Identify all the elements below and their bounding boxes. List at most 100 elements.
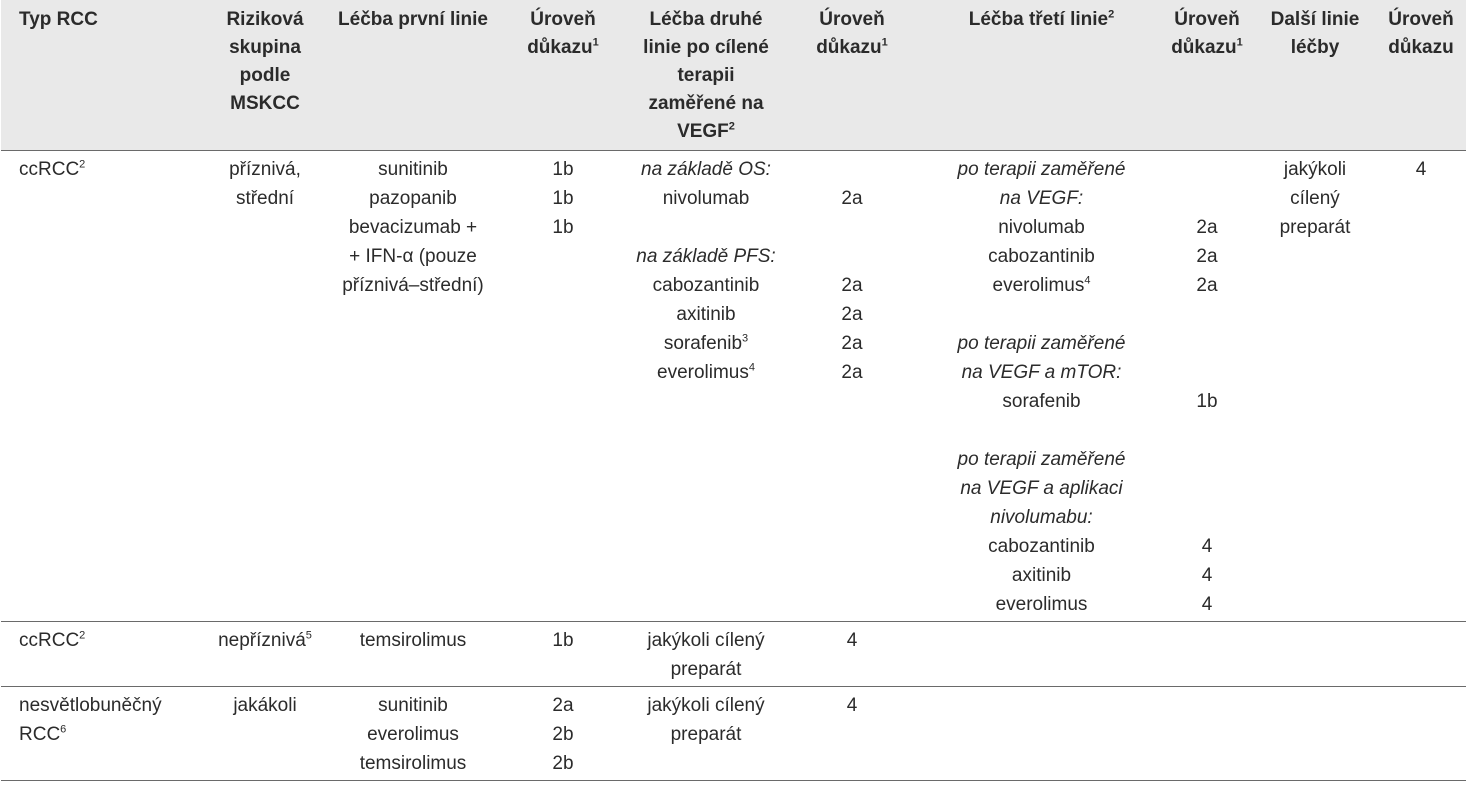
cell-type: nesvětlobuněčný RCC6 xyxy=(1,687,199,781)
cell-line: jakýkoli cílený xyxy=(635,691,777,720)
cell-first-line: sunitinib everolimus temsirolimus xyxy=(331,687,495,781)
cell-first-evidence: 1b xyxy=(495,622,631,687)
header-cell: Léčba první linie xyxy=(331,0,495,151)
footnote-marker: 2 xyxy=(79,158,86,171)
cell-line: cílený xyxy=(1258,184,1372,213)
cell-text: 4 xyxy=(1415,159,1427,180)
cell-line: po terapii zaměřené xyxy=(927,155,1156,184)
cell-line: na základě PFS: xyxy=(635,242,777,271)
cell-line: střední xyxy=(203,184,327,213)
table-body: ccRCC2 příznivá, střední sunitinib pazopanib… xyxy=(1,151,1466,781)
cell-line: temsirolimus xyxy=(335,626,491,655)
cell-line: na VEGF: xyxy=(927,184,1156,213)
cell-text: jakákoli xyxy=(233,695,297,716)
cell-second-evidence: 2a 2a 2a 2a 2a xyxy=(781,151,923,622)
cell-text: 2a xyxy=(552,695,574,716)
cell-risk: příznivá, střední xyxy=(199,151,331,622)
cell-line: nepříznivá5 xyxy=(203,626,327,655)
cell-line xyxy=(785,155,919,184)
cell-line: na základě OS: xyxy=(635,155,777,184)
cell-further-line: jakýkoli cílený preparát xyxy=(1254,151,1376,622)
header-cell: Úroveň důkazu1 xyxy=(495,0,631,151)
cell-line: bevacizumab + xyxy=(335,213,491,242)
cell-line: sunitinib xyxy=(335,155,491,184)
cell-text: jakýkoli cílený xyxy=(647,695,765,716)
cell-text: 2a xyxy=(841,333,863,354)
cell-line xyxy=(785,242,919,271)
cell-line: RCC6 xyxy=(19,720,195,749)
cell-line: 2a xyxy=(785,271,919,300)
cell-text: nivolumab xyxy=(998,217,1085,238)
cell-line: axitinib xyxy=(927,561,1156,590)
cell-line: pazopanib xyxy=(335,184,491,213)
cell-line: 4 xyxy=(1164,561,1250,590)
cell-line: jakýkoli cílený xyxy=(635,626,777,655)
cell-text: 1b xyxy=(552,630,574,651)
cell-line: 2b xyxy=(499,720,627,749)
header-label: Riziková skupina podle MSKCC xyxy=(226,9,304,114)
header-cell: Riziková skupina podle MSKCC xyxy=(199,0,331,151)
cell-text: cabozantinib xyxy=(988,536,1095,557)
cell-line xyxy=(1164,155,1250,184)
header-label: Úroveň důkazu xyxy=(1388,9,1454,58)
cell-line: příznivá–střední) xyxy=(335,271,491,300)
cell-line: 4 xyxy=(1380,155,1462,184)
cell-text: preparát xyxy=(1279,217,1351,238)
header-label: Typ RCC xyxy=(19,9,98,30)
cell-line: nivolumab xyxy=(927,213,1156,242)
cell-text: 1b xyxy=(552,188,574,209)
cell-line xyxy=(785,213,919,242)
footnote-marker: 4 xyxy=(1084,274,1091,287)
cell-text: 4 xyxy=(846,695,858,716)
cell-line: 4 xyxy=(785,626,919,655)
cell-text: na základě OS: xyxy=(641,159,771,180)
cell-text: 2a xyxy=(841,188,863,209)
cell-second-line: jakýkoli cílený preparát xyxy=(631,622,781,687)
cell-text: střední xyxy=(235,188,295,209)
cell-line: 2a xyxy=(1164,271,1250,300)
header-cell: Úroveň důkazu xyxy=(1376,0,1466,151)
cell-line: everolimus4 xyxy=(635,358,777,387)
cell-line: everolimus xyxy=(335,720,491,749)
cell-line: sorafenib xyxy=(927,387,1156,416)
header-cell: Úroveň důkazu1 xyxy=(1160,0,1254,151)
footnote-marker: 4 xyxy=(748,361,755,374)
cell-line: sunitinib xyxy=(335,691,491,720)
cell-line xyxy=(1164,300,1250,329)
cell-text: jakýkoli cílený xyxy=(647,630,765,651)
header-cell: Léčba druhé linie po cílené terapii zamě… xyxy=(631,0,781,151)
cell-text: RCC xyxy=(19,724,61,745)
cell-line: 2a xyxy=(785,329,919,358)
cell-line: 2a xyxy=(785,300,919,329)
cell-line: nivolumabu: xyxy=(927,503,1156,532)
cell-line: cabozantinib xyxy=(927,532,1156,561)
cell-text: everolimus xyxy=(995,594,1088,615)
cell-first-evidence: 2a 2b 2b xyxy=(495,687,631,781)
cell-line xyxy=(927,300,1156,329)
cell-line: nesvětlobuněčný xyxy=(19,691,195,720)
header-label: Léčba třetí linie xyxy=(968,9,1109,30)
header-label: Úroveň důkazu xyxy=(816,9,885,58)
cell-line xyxy=(635,213,777,242)
footnote-marker: 3 xyxy=(742,332,749,345)
cell-line xyxy=(1164,503,1250,532)
cell-text: na VEGF a aplikaci xyxy=(960,478,1123,499)
cell-text: jakýkoli xyxy=(1283,159,1347,180)
cell-text: po terapii zaměřené xyxy=(957,333,1126,354)
footnote-marker: 2 xyxy=(1108,8,1115,21)
cell-line: 2a xyxy=(1164,213,1250,242)
cell-line: po terapii zaměřené xyxy=(927,445,1156,474)
cell-text: cabozantinib xyxy=(652,275,760,296)
cell-line: cabozantinib xyxy=(927,242,1156,271)
cell-text: everolimus xyxy=(992,275,1085,296)
cell-text: temsirolimus xyxy=(359,630,467,651)
cell-line xyxy=(1164,416,1250,445)
cell-text: po terapii zaměřené xyxy=(957,449,1126,470)
cell-text: sorafenib xyxy=(663,333,743,354)
cell-line: 2a xyxy=(499,691,627,720)
cell-text: 2a xyxy=(1196,217,1218,238)
cell-line: + IFN-α (pouze xyxy=(335,242,491,271)
cell-second-line: jakýkoli cílený preparát xyxy=(631,687,781,781)
cell-text: preparát xyxy=(670,659,742,680)
cell-text: nivolumab xyxy=(662,188,750,209)
